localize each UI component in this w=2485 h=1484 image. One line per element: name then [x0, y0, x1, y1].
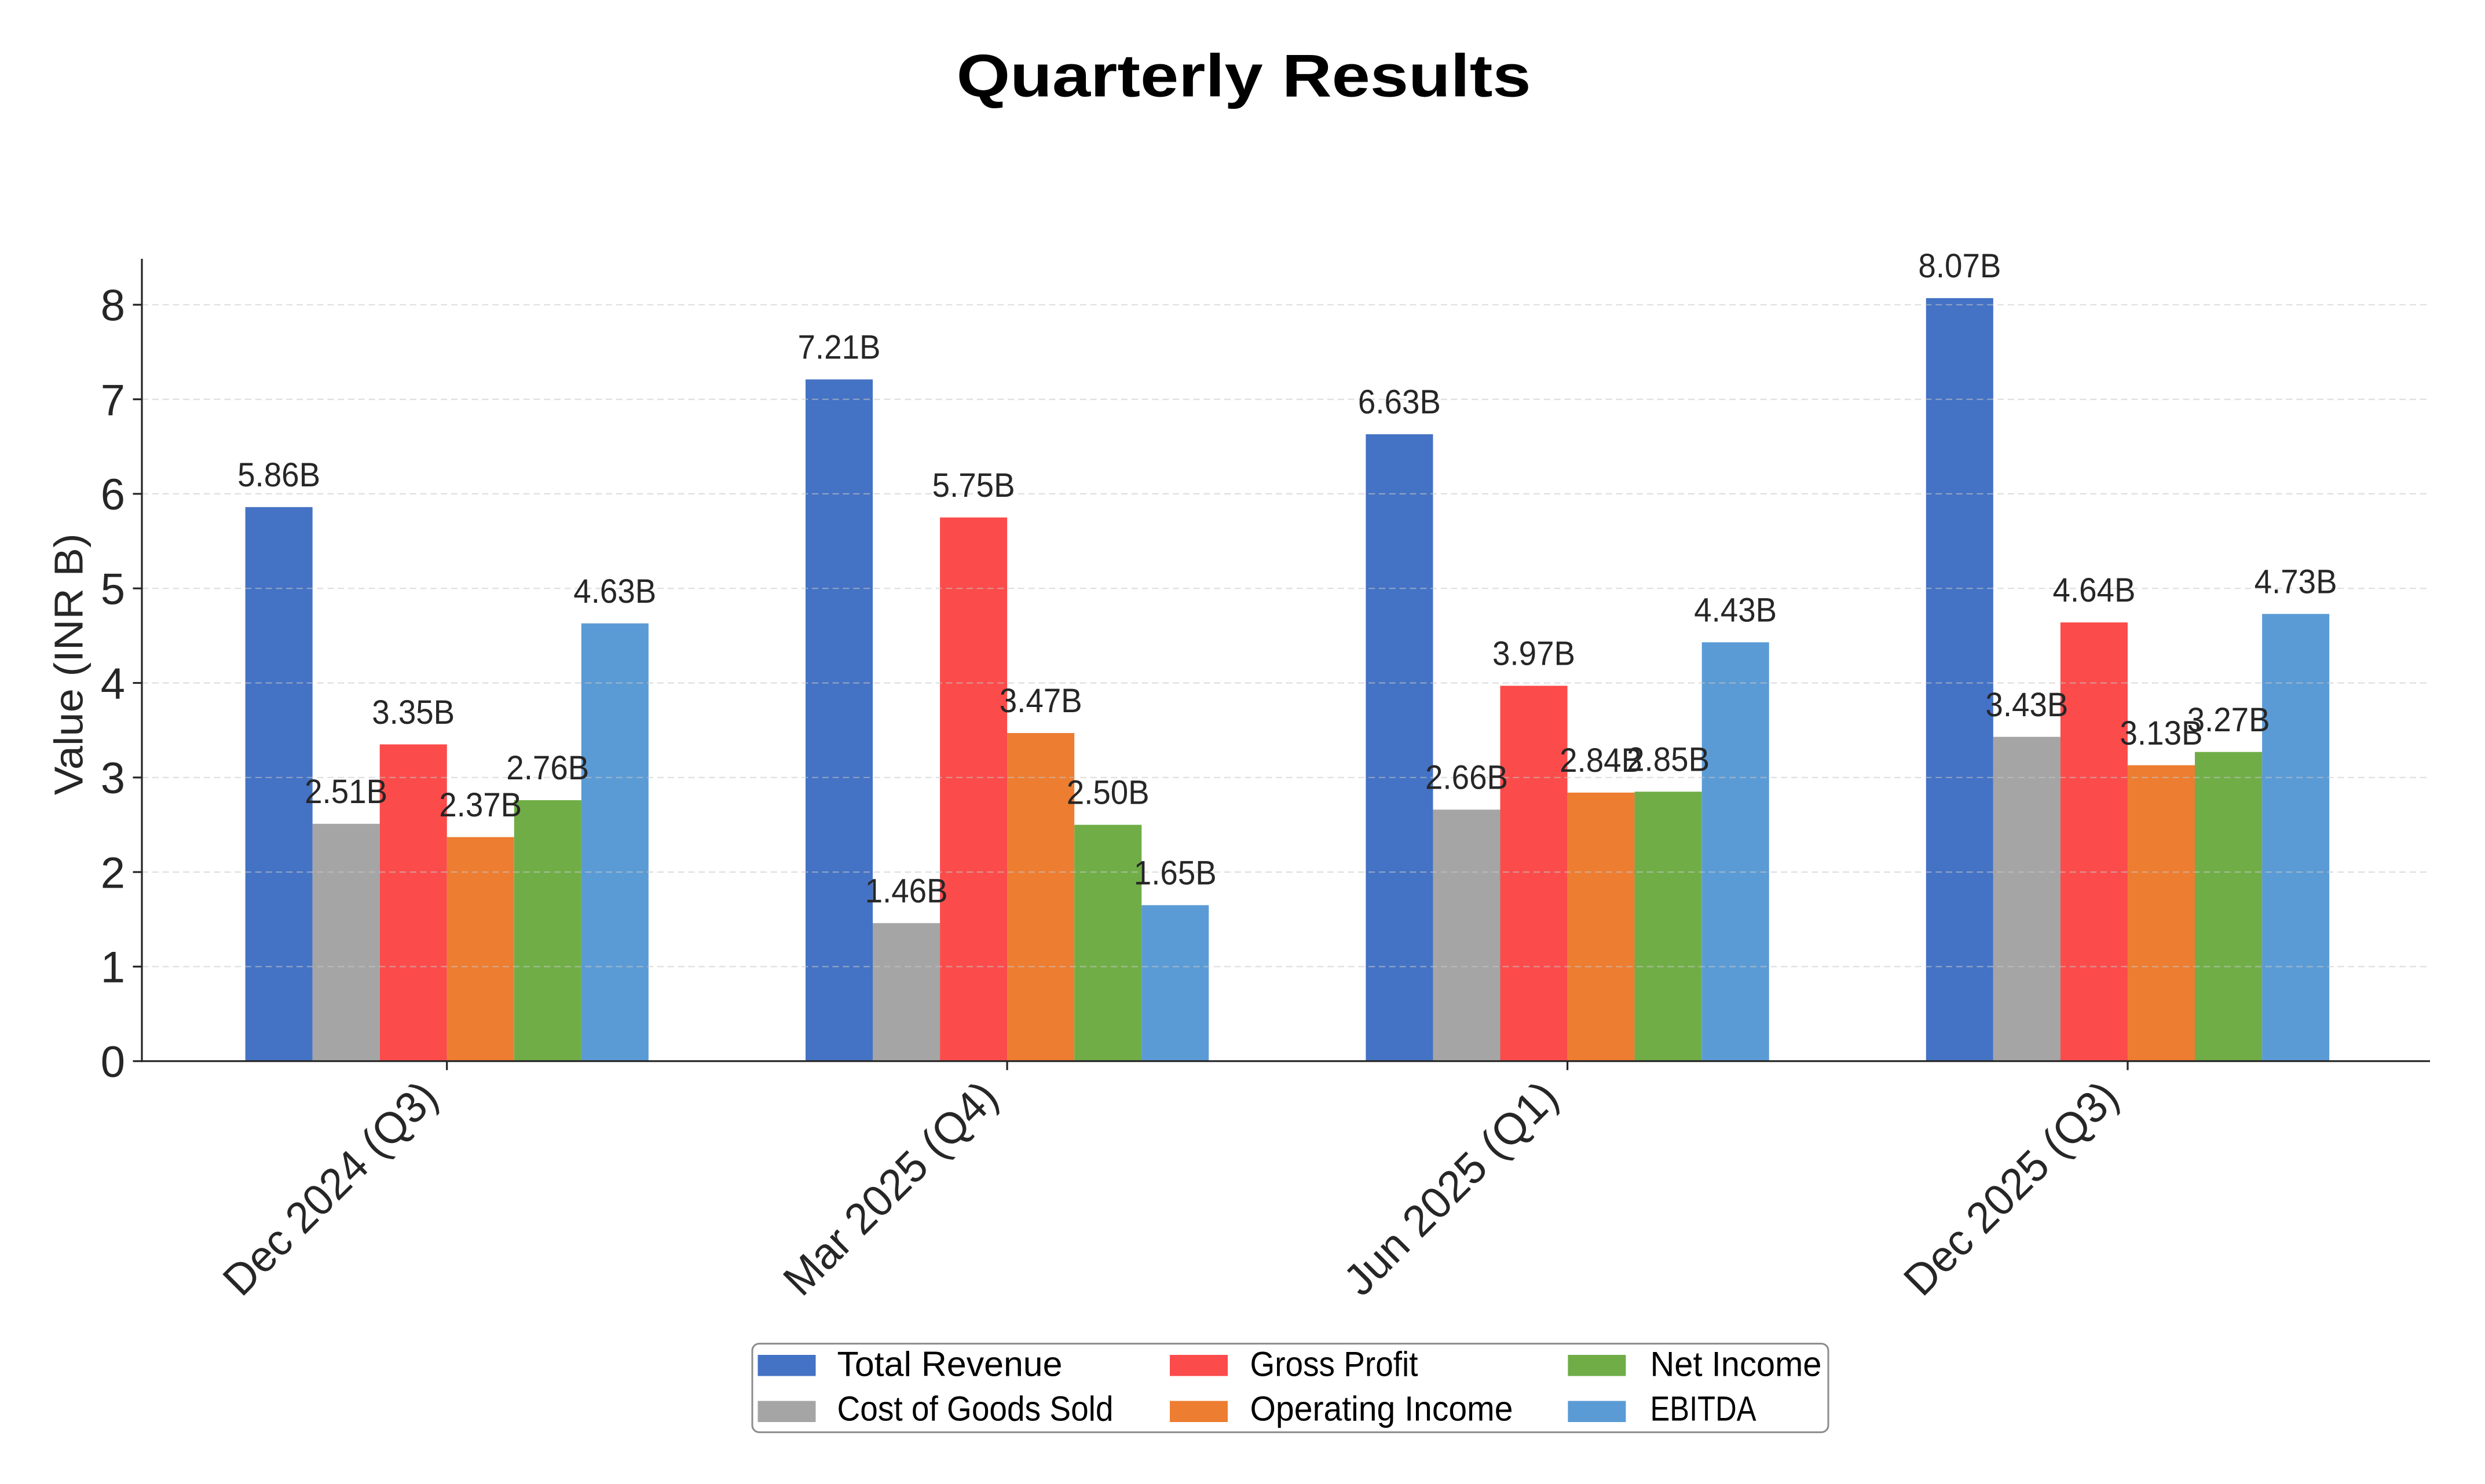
- svg-text:2.85B: 2.85B: [1627, 741, 1710, 779]
- svg-text:Value (INR B): Value (INR B): [46, 533, 92, 795]
- svg-text:Net Income: Net Income: [1650, 1344, 1822, 1383]
- svg-text:Operating Income: Operating Income: [1250, 1390, 1513, 1428]
- svg-text:4.73B: 4.73B: [2255, 563, 2337, 601]
- svg-text:6.63B: 6.63B: [1358, 383, 1441, 421]
- svg-text:3.27B: 3.27B: [2187, 701, 2270, 739]
- svg-text:1.65B: 1.65B: [1134, 855, 1217, 892]
- svg-text:2.50B: 2.50B: [1067, 774, 1150, 812]
- svg-text:5.75B: 5.75B: [932, 467, 1015, 504]
- svg-text:5: 5: [101, 565, 125, 614]
- svg-text:Gross Profit: Gross Profit: [1250, 1344, 1418, 1383]
- svg-text:Quarterly Results: Quarterly Results: [957, 42, 1531, 109]
- svg-text:EBITDA: EBITDA: [1650, 1390, 1756, 1428]
- svg-text:4: 4: [101, 659, 125, 709]
- svg-text:4.43B: 4.43B: [1694, 592, 1777, 629]
- svg-text:Total Revenue: Total Revenue: [837, 1344, 1063, 1383]
- svg-text:3: 3: [101, 754, 125, 803]
- svg-text:6: 6: [101, 470, 125, 519]
- svg-text:8: 8: [101, 281, 125, 331]
- svg-text:3.35B: 3.35B: [372, 694, 455, 731]
- svg-text:2.76B: 2.76B: [506, 749, 589, 787]
- svg-text:2.51B: 2.51B: [305, 773, 387, 811]
- svg-text:2: 2: [101, 848, 125, 897]
- svg-text:5.86B: 5.86B: [237, 456, 320, 494]
- svg-text:Cost of Goods Sold: Cost of Goods Sold: [837, 1390, 1114, 1428]
- svg-text:4.64B: 4.64B: [2053, 571, 2136, 609]
- svg-text:7.21B: 7.21B: [798, 329, 881, 367]
- svg-text:2.66B: 2.66B: [1425, 759, 1508, 797]
- svg-text:3.47B: 3.47B: [1000, 682, 1082, 720]
- svg-text:3.13B: 3.13B: [2120, 714, 2203, 752]
- svg-text:3.43B: 3.43B: [1985, 686, 2068, 724]
- svg-text:2.84B: 2.84B: [1560, 742, 1642, 779]
- svg-text:8.07B: 8.07B: [1918, 247, 2001, 285]
- svg-text:1.46B: 1.46B: [865, 873, 948, 910]
- svg-text:3.97B: 3.97B: [1492, 635, 1575, 673]
- svg-text:0: 0: [101, 1038, 125, 1087]
- svg-text:7: 7: [101, 376, 125, 425]
- svg-text:4.63B: 4.63B: [573, 573, 656, 610]
- svg-text:2.37B: 2.37B: [439, 786, 522, 824]
- svg-text:1: 1: [101, 943, 125, 992]
